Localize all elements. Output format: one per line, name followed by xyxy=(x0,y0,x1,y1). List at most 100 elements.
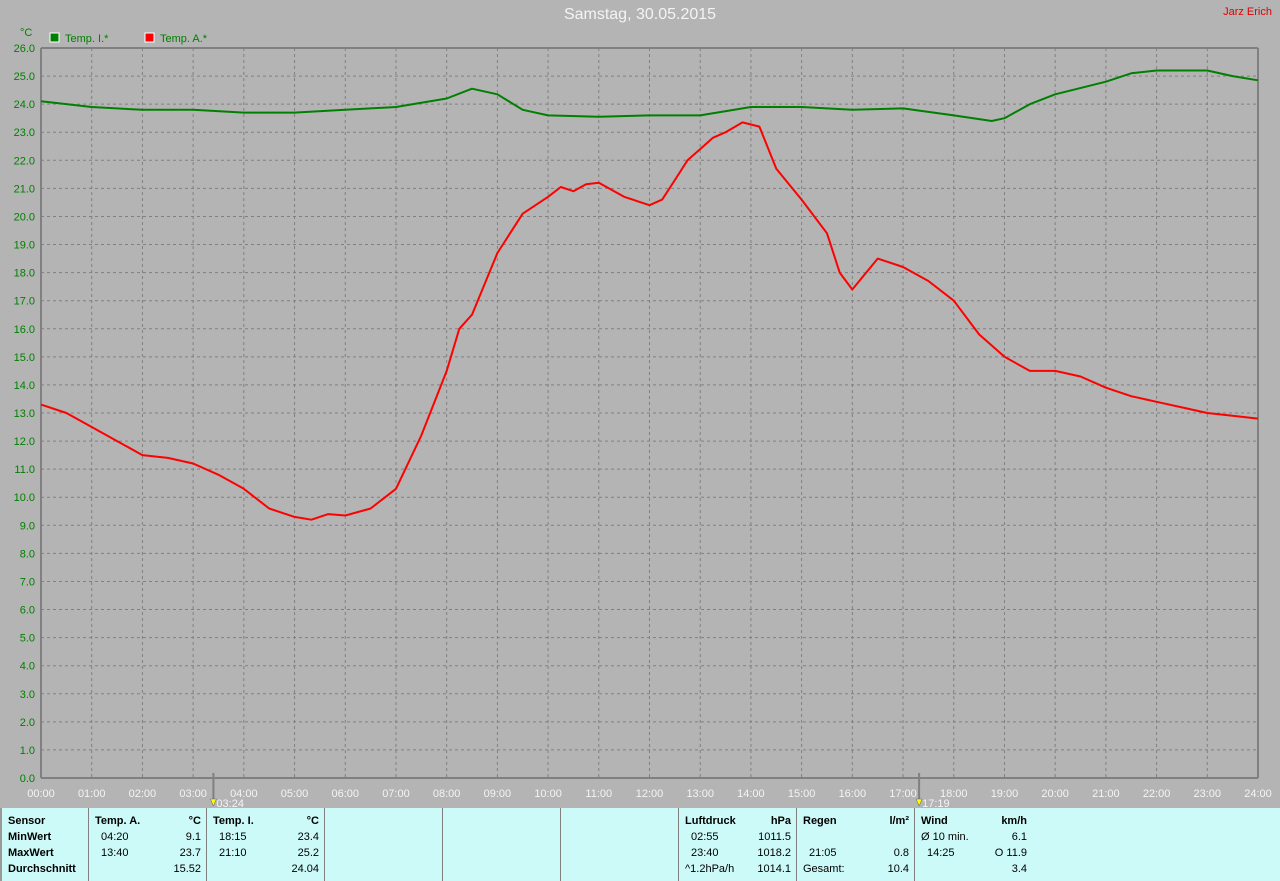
x-tick-label: 02:00 xyxy=(129,788,157,800)
total-label: Gesamt: xyxy=(803,863,845,875)
x-tick-label: 21:00 xyxy=(1092,788,1120,800)
min-value: 9.1 xyxy=(185,831,201,843)
y-tick-label: 15.0 xyxy=(14,352,35,364)
y-tick-label: 10.0 xyxy=(14,492,35,504)
y-tick-label: 7.0 xyxy=(20,576,35,588)
max-value: 23.7 xyxy=(179,847,201,859)
y-tick-label: 25.0 xyxy=(14,71,35,83)
x-tick-label: 16:00 xyxy=(839,788,867,800)
y-tick-label: 17.0 xyxy=(14,296,35,308)
y-tick-label: 3.0 xyxy=(20,689,35,701)
x-tick-label: 11:00 xyxy=(585,788,612,800)
x-tick-label: 14:00 xyxy=(737,788,765,800)
unit: °C xyxy=(306,815,319,827)
max-value: 1018.2 xyxy=(757,847,791,859)
chart-title: Samstag, 30.05.2015 xyxy=(563,6,717,23)
y-tick-label: 21.0 xyxy=(14,183,35,195)
x-tick-label: 07:00 xyxy=(382,788,410,800)
column-temp-a: Temp. A. °C 04:20 9.1 13:40 23.7 15.52 xyxy=(88,808,207,881)
author-label: Jarz Erich xyxy=(1223,6,1272,18)
row-label-max: MaxWert xyxy=(8,847,54,859)
row-label-sensor: Sensor xyxy=(8,815,46,827)
x-tick-label: 01:00 xyxy=(78,788,106,800)
avg-value: 6.1 xyxy=(1011,831,1027,843)
y-tick-label: 20.0 xyxy=(14,211,35,223)
y-tick-label: 6.0 xyxy=(20,605,35,617)
legend-swatch xyxy=(144,32,155,43)
y-tick-label: 9.0 xyxy=(20,520,35,532)
header: Wind xyxy=(921,815,948,827)
y-tick-label: 13.0 xyxy=(14,408,35,420)
min-value: 1011.5 xyxy=(758,831,791,843)
avg-label: Ø 10 min. xyxy=(921,831,969,843)
legend-label: Temp. A.* xyxy=(160,33,208,45)
legend-swatch xyxy=(49,32,60,43)
max-value: O 11.9 xyxy=(994,847,1027,859)
temperature-chart: 0.0 1.0 2.0 3.0 4.0 5.0 6.0 7.0 8.0 9.0 10.0 11.0 12… xyxy=(14,27,1272,808)
y-tick-label: 18.0 xyxy=(14,268,35,280)
x-tick-label: 08:00 xyxy=(433,788,461,800)
x-tick-label: 03:00 xyxy=(179,788,207,800)
max-time: 14:25 xyxy=(927,847,955,859)
unit: °C xyxy=(188,815,201,827)
y-tick-label: 1.0 xyxy=(20,745,35,757)
x-tick-label: 19:00 xyxy=(991,788,1019,800)
statistics-table: Sensor MinWert MaxWert Durchschnitt Temp… xyxy=(0,808,1280,881)
row-label-min: MinWert xyxy=(8,831,52,843)
time-marker-label: 03:24 xyxy=(216,798,244,808)
y-tick-label: 2.0 xyxy=(20,717,35,729)
header: Temp. I. xyxy=(213,815,254,827)
y-tick-label: 0.0 xyxy=(20,773,35,785)
max-value: 25.2 xyxy=(297,847,319,859)
header: Temp. A. xyxy=(95,815,141,827)
column-regen: Regen l/m² 21:05 0.8 Gesamt: 10.4 xyxy=(796,808,915,881)
min-time: 04:20 xyxy=(101,831,129,843)
header: Regen xyxy=(803,815,837,827)
y-tick-label: 23.0 xyxy=(14,127,35,139)
column-luftdruck: Luftdruck hPa 02:55 1011.5 23:40 1018.2 … xyxy=(678,808,797,881)
value: 3.4 xyxy=(1011,863,1027,875)
x-tick-label: 24:00 xyxy=(1244,788,1272,800)
x-tick-label: 10:00 xyxy=(534,788,562,800)
series-line-temp-i xyxy=(40,69,1259,122)
avg-value: 15.52 xyxy=(173,863,201,875)
y-tick-label: 11.0 xyxy=(14,464,35,476)
legend-label: Temp. I.* xyxy=(65,33,109,45)
x-tick-label: 06:00 xyxy=(331,788,359,800)
y-tick-label: 12.0 xyxy=(14,436,35,448)
column-empty xyxy=(560,808,679,881)
avg-value: 1014.1 xyxy=(757,863,791,875)
x-tick-label: 18:00 xyxy=(940,788,968,800)
min-time: 02:55 xyxy=(691,831,719,843)
x-tick-label: 22:00 xyxy=(1143,788,1171,800)
y-tick-label: 4.0 xyxy=(20,661,35,673)
y-tick-label: 14.0 xyxy=(14,380,35,392)
total-value: 10.4 xyxy=(887,863,909,875)
y-tick-label: 19.0 xyxy=(14,240,35,252)
time-marker-label: 17:19 xyxy=(922,798,950,808)
y-tick-label: 16.0 xyxy=(14,324,35,336)
x-tick-label: 00:00 xyxy=(27,788,55,800)
column-empty xyxy=(442,808,561,881)
header: Luftdruck xyxy=(685,815,736,827)
y-tick-label: 22.0 xyxy=(14,155,35,167)
x-tick-label: 05:00 xyxy=(281,788,309,800)
column-temp-i: Temp. I. °C 18:15 23.4 21:10 25.2 24.04 xyxy=(206,808,325,881)
unit: l/m² xyxy=(889,815,909,827)
column-wind: Wind km/h Ø 10 min. 6.1 14:25 O 11.9 3.4 xyxy=(914,808,1033,881)
max-time: 13:40 xyxy=(101,847,129,859)
x-tick-label: 13:00 xyxy=(686,788,714,800)
max-time: 23:40 xyxy=(691,847,719,859)
avg-value: 24.04 xyxy=(291,863,319,875)
time: 21:05 xyxy=(809,847,837,859)
y-tick-label: 8.0 xyxy=(20,548,35,560)
x-tick-label: 12:00 xyxy=(636,788,664,800)
x-tick-label: 17:00 xyxy=(889,788,917,800)
x-tick-label: 15:00 xyxy=(788,788,816,800)
unit: km/h xyxy=(1001,815,1027,827)
y-axis-unit: °C xyxy=(20,27,32,39)
marker-arrow-icon xyxy=(915,798,923,807)
value: 0.8 xyxy=(893,847,909,859)
x-tick-label: 23:00 xyxy=(1194,788,1222,800)
min-value: 23.4 xyxy=(297,831,319,843)
